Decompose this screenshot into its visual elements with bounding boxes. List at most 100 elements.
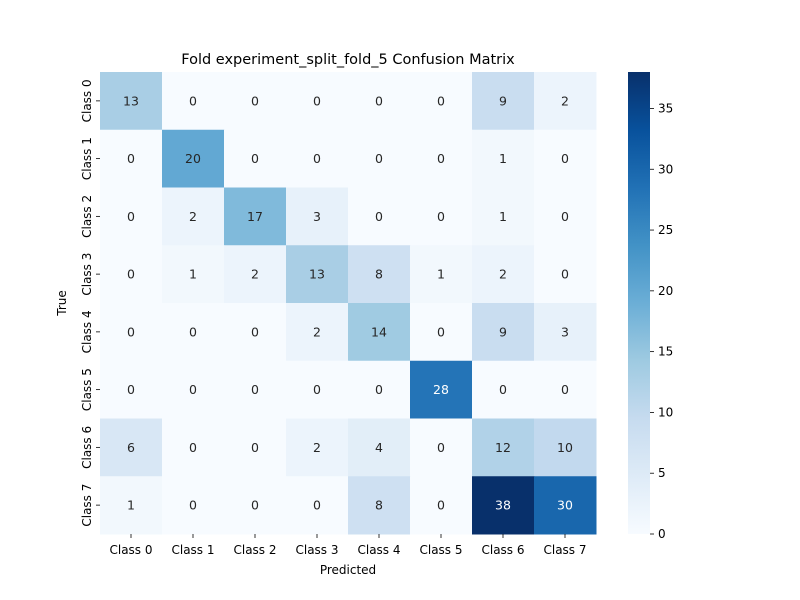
cell-value-label: 8 bbox=[375, 267, 383, 282]
cell-value-label: 0 bbox=[127, 209, 135, 224]
y-axis-label: True bbox=[55, 290, 69, 317]
cell-value-label: 0 bbox=[375, 382, 383, 397]
cell-value-label: 9 bbox=[499, 324, 507, 339]
cell-value-label: 2 bbox=[499, 267, 507, 282]
cell-value-label: 0 bbox=[561, 382, 569, 397]
x-tick-label: Class 5 bbox=[419, 543, 462, 557]
heatmap-cell bbox=[472, 129, 535, 188]
colorbar-tick-label: 15 bbox=[658, 345, 673, 359]
cell-value-label: 3 bbox=[561, 324, 569, 339]
heatmap-cell bbox=[224, 72, 287, 131]
heatmap-cell bbox=[348, 303, 411, 362]
cell-value-label: 8 bbox=[375, 498, 383, 513]
colorbar-tick-label: 20 bbox=[658, 284, 673, 298]
cell-value-label: 3 bbox=[313, 209, 321, 224]
cell-value-label: 0 bbox=[499, 382, 507, 397]
heatmap-cell bbox=[224, 418, 287, 477]
heatmap-cell bbox=[534, 245, 597, 304]
heatmap-cell bbox=[162, 418, 225, 477]
heatmap-cell bbox=[472, 418, 535, 477]
cell-value-label: 0 bbox=[437, 93, 445, 108]
heatmap-cell bbox=[472, 303, 535, 362]
cell-value-label: 0 bbox=[375, 209, 383, 224]
cell-value-label: 1 bbox=[499, 151, 507, 166]
cell-value-label: 0 bbox=[375, 93, 383, 108]
y-tick-label: Class 5 bbox=[80, 368, 94, 411]
cell-value-label: 0 bbox=[189, 93, 197, 108]
y-tick-label: Class 3 bbox=[80, 253, 94, 296]
heatmap-cell bbox=[286, 303, 349, 362]
heatmap-cell bbox=[472, 360, 535, 419]
heatmap-cell bbox=[100, 418, 163, 477]
x-tick-label: Class 4 bbox=[357, 543, 400, 557]
cell-value-label: 13 bbox=[309, 267, 325, 282]
cell-value-label: 0 bbox=[251, 440, 259, 455]
heatmap-cell bbox=[100, 129, 163, 188]
cell-value-label: 0 bbox=[127, 267, 135, 282]
heatmap-cell bbox=[410, 129, 473, 188]
heatmap-cell bbox=[162, 360, 225, 419]
cell-value-label: 0 bbox=[127, 382, 135, 397]
cell-value-label: 28 bbox=[433, 382, 449, 397]
heatmap-cell bbox=[534, 360, 597, 419]
colorbar-gradient bbox=[628, 72, 650, 534]
heatmap-cell bbox=[100, 72, 163, 131]
y-tick-label: Class 4 bbox=[80, 310, 94, 353]
heatmap-cell bbox=[224, 303, 287, 362]
cell-value-label: 38 bbox=[495, 498, 511, 513]
cell-value-label: 0 bbox=[437, 209, 445, 224]
cell-value-label: 2 bbox=[313, 440, 321, 455]
colorbar: 0 5 10 15 20 25 30 35 bbox=[628, 72, 673, 541]
heatmap-cell bbox=[410, 187, 473, 246]
heatmap-cell bbox=[286, 187, 349, 246]
heatmap-cell bbox=[286, 245, 349, 304]
cell-value-label: 2 bbox=[313, 324, 321, 339]
heatmap-cell bbox=[162, 72, 225, 131]
heatmap-cell bbox=[100, 360, 163, 419]
heatmap-cell bbox=[410, 245, 473, 304]
heatmap-cells: 13 0 0 0 0 0 9 20 20 0 0 0 0 1 00 2 17 3 0 0 1 00 1 2 13 8 1 2 00 0 0 2… bbox=[100, 72, 597, 535]
cell-value-label: 2 bbox=[189, 209, 197, 224]
cell-value-label: 0 bbox=[313, 93, 321, 108]
cell-value-label: 0 bbox=[561, 209, 569, 224]
x-tick-label: Class 7 bbox=[543, 543, 586, 557]
cell-value-label: 1 bbox=[499, 209, 507, 224]
cell-value-label: 1 bbox=[437, 267, 445, 282]
cell-value-label: 0 bbox=[189, 324, 197, 339]
colorbar-tick-label: 30 bbox=[658, 162, 673, 176]
cell-value-label: 0 bbox=[189, 498, 197, 513]
heatmap-cell bbox=[224, 187, 287, 246]
cell-value-label: 0 bbox=[251, 382, 259, 397]
heatmap-cell bbox=[348, 187, 411, 246]
heatmap-cell bbox=[472, 476, 535, 535]
cell-value-label: 0 bbox=[437, 440, 445, 455]
cell-value-label: 6 bbox=[127, 440, 135, 455]
y-tick-label: Class 6 bbox=[80, 426, 94, 469]
cell-value-label: 0 bbox=[561, 151, 569, 166]
heatmap-cell bbox=[410, 360, 473, 419]
cell-value-label: 0 bbox=[313, 382, 321, 397]
heatmap-cell bbox=[286, 476, 349, 535]
heatmap-cell bbox=[534, 72, 597, 131]
cell-value-label: 17 bbox=[247, 209, 263, 224]
heatmap-cell bbox=[100, 476, 163, 535]
cell-value-label: 10 bbox=[557, 440, 573, 455]
cell-value-label: 14 bbox=[371, 324, 387, 339]
heatmap-cell bbox=[410, 303, 473, 362]
cell-value-label: 0 bbox=[313, 498, 321, 513]
heatmap-cell bbox=[410, 72, 473, 131]
cell-value-label: 0 bbox=[189, 382, 197, 397]
chart-title: Fold experiment_split_fold_5 Confusion M… bbox=[181, 52, 515, 68]
y-axis-ticks: Class 0 Class 1 Class 2 Class 3 Class 4 Class… bbox=[80, 79, 100, 527]
cell-value-label: 13 bbox=[123, 93, 139, 108]
heatmap-cell bbox=[224, 360, 287, 419]
x-axis-label: Predicted bbox=[320, 563, 376, 577]
heatmap-cell bbox=[224, 476, 287, 535]
heatmap-cell bbox=[162, 245, 225, 304]
heatmap-cell bbox=[286, 129, 349, 188]
heatmap-cell bbox=[286, 360, 349, 419]
cell-value-label: 1 bbox=[189, 267, 197, 282]
heatmap-cell bbox=[348, 360, 411, 419]
cell-value-label: 0 bbox=[251, 151, 259, 166]
cell-value-label: 12 bbox=[495, 440, 511, 455]
